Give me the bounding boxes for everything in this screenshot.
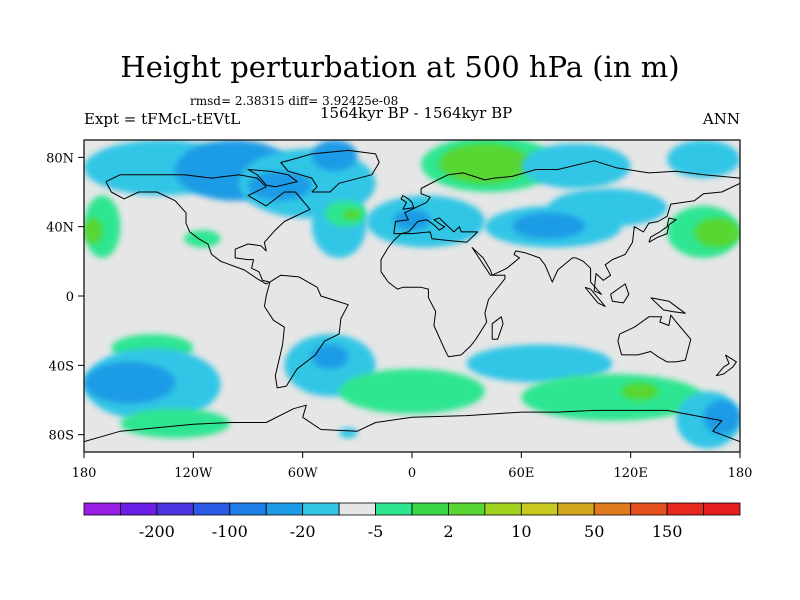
contour-region-18 <box>694 218 740 248</box>
colorbar-swatch-0 <box>83 502 121 516</box>
contour-region-11 <box>439 143 531 184</box>
contour-region-32 <box>339 427 358 439</box>
lat-tick-label-1: 40N <box>46 221 74 236</box>
colorbar-swatch-13 <box>557 502 595 516</box>
coastline-eurasia-africa <box>380 160 740 358</box>
contour-region-31 <box>621 382 658 401</box>
colorbar-label-2: -20 <box>290 522 316 541</box>
colorbar-label-4: 2 <box>443 522 453 541</box>
colorbar-swatch-1 <box>120 502 158 516</box>
colorbar-swatch-9 <box>411 502 449 516</box>
contour-region-9 <box>393 209 431 231</box>
lon-tick-label-2: 60W <box>288 466 319 481</box>
colorbar-label-3: -5 <box>368 522 384 541</box>
colorbar-swatch-17 <box>703 502 741 516</box>
contour-region-27 <box>311 344 349 369</box>
contour-region-24 <box>84 361 176 404</box>
coastline-new-zealand <box>715 354 737 377</box>
lat-tick-label-3: 40S <box>49 359 74 374</box>
colorbar-label-5: 10 <box>511 522 531 541</box>
lon-tick-label-5: 120E <box>614 466 648 481</box>
colorbar-swatch-7 <box>338 502 376 516</box>
colorbar-label-0: -200 <box>139 522 175 541</box>
coastline-sumatra <box>584 286 606 307</box>
coastline-borneo <box>610 283 630 304</box>
contour-region-30 <box>521 374 704 421</box>
experiment-label: Expt = tFMcL-tEVtL <box>84 110 241 128</box>
colorbar-swatch-15 <box>630 502 668 516</box>
contour-fill-layer <box>84 140 740 449</box>
colorbar-swatch-12 <box>520 502 559 516</box>
coastline-japan <box>648 217 677 243</box>
coastline-south-america <box>263 274 349 389</box>
period-label: 1564kyr BP - 1564kyr BP <box>320 104 513 122</box>
colorbar-label-1: -100 <box>212 522 248 541</box>
plot-title: Height perturbation at 500 hPa (in m) <box>120 50 680 84</box>
lat-tick-label-0: 80N <box>46 151 74 166</box>
contour-region-12 <box>521 143 631 189</box>
coastline-new-guinea <box>650 297 686 314</box>
colorbar-swatch-5 <box>265 502 304 516</box>
lat-tick-label-2: 0 <box>66 290 74 305</box>
colorbar-label-7: 150 <box>652 522 683 541</box>
contour-region-16 <box>512 212 586 239</box>
contour-region-28 <box>339 368 485 414</box>
contour-region-20 <box>84 218 103 244</box>
coastline-antarctica <box>84 404 740 443</box>
contour-region-3 <box>311 140 358 172</box>
lon-tick-label-1: 120W <box>174 466 213 481</box>
contour-region-7 <box>342 209 361 220</box>
colorbar-swatch-16 <box>666 502 704 516</box>
colorbar-swatch-14 <box>593 502 632 516</box>
lon-tick-label-4: 60E <box>508 466 534 481</box>
contour-region-13 <box>667 140 740 179</box>
colorbar: -200 -100 -20 -5 2 10 50 150 <box>83 502 741 541</box>
colorbar-swatch-3 <box>192 502 231 516</box>
coastline-north-america <box>105 174 311 285</box>
colorbar-swatch-2 <box>156 502 194 516</box>
contour-region-21 <box>184 230 221 248</box>
coastline-layer <box>84 149 740 443</box>
colorbar-swatch-11 <box>484 502 522 516</box>
coastline-baffin <box>247 169 298 188</box>
contour-region-34 <box>703 400 740 435</box>
coastline-britain <box>400 195 415 210</box>
colorbar-swatch-8 <box>375 502 413 516</box>
contour-region-29 <box>466 344 613 383</box>
coastline-australia <box>617 314 692 363</box>
colorbar-swatch-10 <box>448 502 486 516</box>
colorbar-label-6: 50 <box>584 522 604 541</box>
axis-ticks: 180 120W 60W 0 60E 120E 180 80N 40N 0 40S 80S <box>46 151 752 481</box>
coastline-greenland <box>280 149 380 193</box>
coastline-madagascar <box>491 316 504 340</box>
lat-tick-label-4: 80S <box>49 429 74 444</box>
season-label: ANN <box>702 110 740 128</box>
lon-tick-label-0: 180 <box>72 466 97 481</box>
lon-tick-label-6: 180 <box>728 466 753 481</box>
contour-region-25 <box>120 408 230 439</box>
lon-tick-label-3: 0 <box>408 466 416 481</box>
colorbar-swatch-4 <box>229 502 267 516</box>
stats-text: rmsd= 2.38315 diff= 3.92425e-08 <box>190 94 399 108</box>
colorbar-swatch-6 <box>302 502 340 516</box>
